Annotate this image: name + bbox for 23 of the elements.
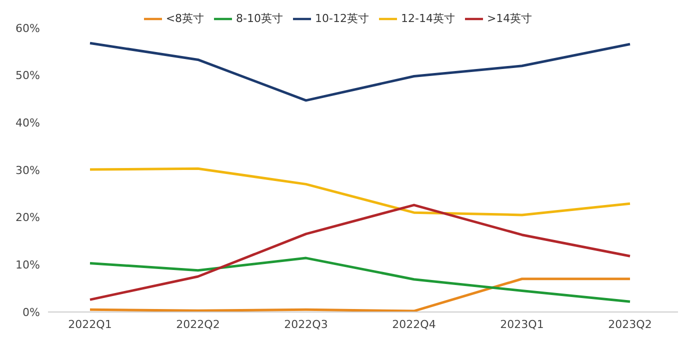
- legend-label: <8英寸: [166, 12, 204, 26]
- x-tick-label: 2022Q1: [68, 318, 112, 331]
- x-tick-label: 2022Q3: [284, 318, 328, 331]
- y-tick-label: 50%: [16, 69, 40, 82]
- x-tick-label: 2023Q2: [608, 318, 652, 331]
- y-tick-label: 30%: [16, 164, 40, 177]
- x-tick-label: 2022Q4: [392, 318, 436, 331]
- line-series: [88, 256, 632, 303]
- x-tick-label: 2023Q1: [500, 318, 544, 331]
- y-tick-label: 10%: [16, 258, 40, 272]
- line-series: [88, 278, 632, 312]
- line-series: [88, 204, 632, 301]
- legend-label: 12-14英寸: [400, 12, 455, 26]
- y-tick-label: 0%: [22, 306, 40, 319]
- x-tick-label: 2022Q2: [176, 318, 220, 331]
- legend-label: >14英寸: [486, 12, 532, 26]
- line-series: [88, 42, 632, 102]
- legend-label: 8-10英寸: [236, 12, 284, 26]
- y-tick-label: 60%: [16, 22, 40, 35]
- legend-label: 10-12英寸: [315, 12, 369, 26]
- y-tick-label: 20%: [16, 211, 40, 224]
- line-series: [88, 167, 632, 216]
- y-tick-label: 40%: [16, 116, 40, 130]
